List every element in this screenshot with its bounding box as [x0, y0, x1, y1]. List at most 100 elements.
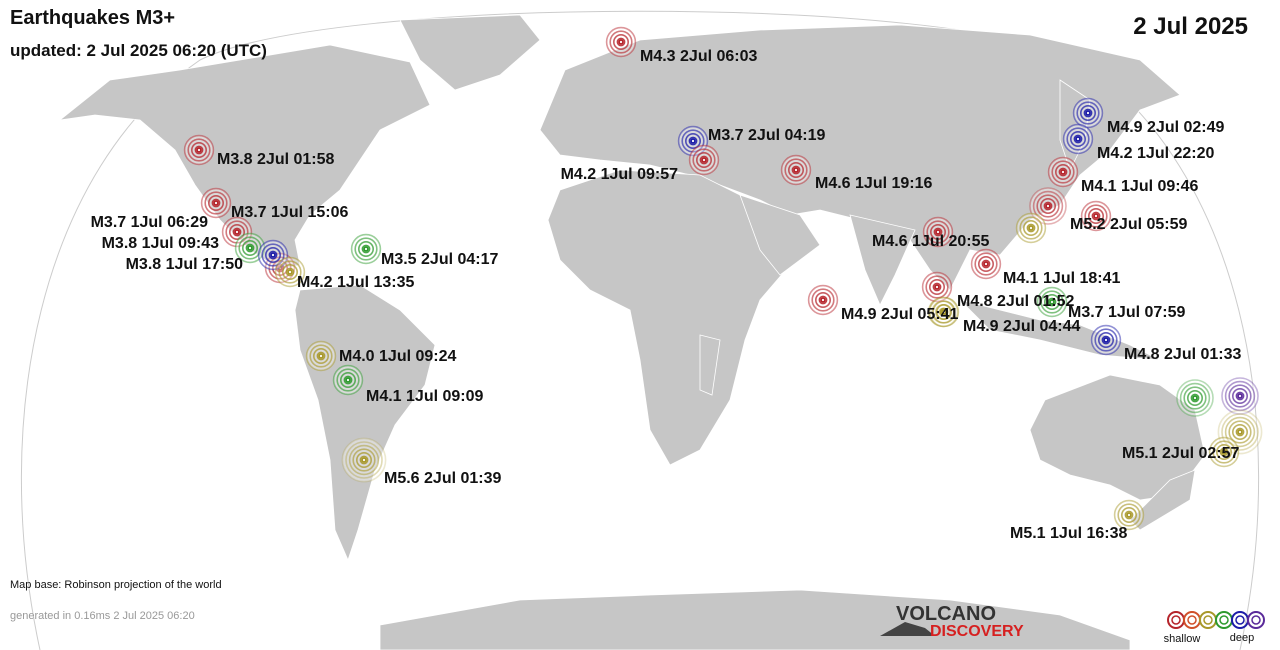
marker-ring — [229, 224, 246, 241]
quake-marker — [1029, 187, 1067, 225]
marker-ring — [245, 243, 255, 253]
marker-ring — [345, 441, 383, 479]
quake-marker — [1047, 156, 1079, 188]
marker-ring — [204, 191, 228, 215]
quake-label: M3.7 1Jul 07:59 — [1068, 304, 1186, 321]
marker-ring — [699, 155, 709, 165]
marker-ring — [684, 133, 701, 150]
marker-dot — [1061, 170, 1065, 174]
marker-ring — [1183, 386, 1207, 410]
marker-ring — [211, 198, 221, 208]
marker-ring — [612, 33, 629, 50]
marker-ring — [336, 368, 360, 392]
legend-ring — [1235, 615, 1245, 625]
marker-dot — [1238, 394, 1242, 398]
marker-ring — [981, 259, 991, 269]
marker-ring — [191, 142, 208, 159]
quake-marker — [970, 248, 1002, 280]
marker-dot — [1238, 430, 1242, 434]
marker-ring — [355, 451, 372, 468]
legend-ring — [1215, 611, 1233, 629]
legend-ring — [1187, 615, 1197, 625]
quake-label: M3.5 2Jul 04:17 — [381, 251, 499, 268]
quake-marker — [257, 239, 289, 271]
marker-ring — [1043, 201, 1053, 211]
marker-ring — [1019, 216, 1043, 240]
marker-dot — [362, 458, 366, 462]
marker-ring — [1040, 198, 1057, 215]
quake-marker — [341, 437, 387, 483]
quakes: M4.3 2Jul 06:03 M3.7 2Jul 04:19 M4.2 1Jul … — [91, 26, 1263, 542]
legend-ring — [1167, 611, 1185, 629]
marker-ring — [1101, 335, 1111, 345]
quake-marker — [688, 144, 720, 176]
marker-ring — [1228, 420, 1252, 444]
marker-ring — [1080, 105, 1097, 122]
quake-marker — [1090, 324, 1122, 356]
marker-dot — [1050, 300, 1054, 304]
marker-ring — [974, 252, 998, 276]
quake-marker — [183, 134, 215, 166]
marker-ring — [932, 300, 956, 324]
map-outline — [20, 10, 1260, 650]
marker-ring — [1047, 297, 1057, 307]
marker-dot — [794, 168, 798, 172]
marker-ring — [1044, 293, 1061, 310]
legend-ring — [1183, 611, 1201, 629]
quake-marker — [780, 154, 812, 186]
marker-ring — [1036, 194, 1060, 218]
marker-ring — [225, 220, 249, 244]
marker-ring — [1073, 134, 1083, 144]
quake-label: M4.8 2Jul 01:33 — [1124, 346, 1242, 363]
quake-marker — [807, 284, 839, 316]
marker-ring — [1076, 101, 1100, 125]
marker-dot — [235, 230, 239, 234]
marker-ring — [1084, 204, 1108, 228]
land — [58, 14, 1206, 650]
marker-ring — [681, 129, 705, 153]
quake-label: M3.8 1Jul 17:50 — [126, 256, 244, 273]
marker-ring — [1083, 108, 1093, 118]
marker-ring — [1219, 447, 1229, 457]
marker-ring — [1026, 223, 1036, 233]
marker-ring — [791, 165, 801, 175]
legend-ring — [1171, 615, 1181, 625]
marker-dot — [346, 378, 350, 382]
quake-marker — [200, 187, 232, 219]
quake-label: M3.7 1Jul 15:06 — [231, 204, 349, 221]
marker-ring — [343, 375, 353, 385]
logo-mark — [880, 622, 935, 636]
legend-ring — [1247, 611, 1265, 629]
marker-ring — [1179, 382, 1211, 414]
marker-ring — [692, 148, 716, 172]
logo: VOLCANO DISCOVERY — [880, 603, 1024, 640]
marker-dot — [984, 262, 988, 266]
quake-label: M5.1 2Jul 02:57 — [1122, 445, 1240, 462]
marker-ring — [1121, 506, 1138, 523]
marker-ring — [268, 250, 278, 260]
map-base-note: Map base: Robinson projection of the wor… — [10, 579, 222, 591]
marker-ring — [932, 282, 942, 292]
marker-dot — [1104, 338, 1108, 342]
quake-label: M4.3 2Jul 06:03 — [640, 48, 758, 65]
legend: shallow deep — [1164, 611, 1265, 645]
quake-marker — [1113, 499, 1145, 531]
quake-marker — [605, 26, 637, 58]
marker-ring — [1098, 331, 1115, 348]
marker-ring — [1224, 416, 1256, 448]
quake-label: M4.8 2Jul 01:52 — [957, 293, 1075, 310]
quake-marker — [921, 271, 953, 303]
marker-ring — [354, 237, 378, 261]
marker-dot — [702, 158, 706, 162]
marker-ring — [309, 344, 333, 368]
marker-dot — [936, 230, 940, 234]
quake-marker — [1072, 97, 1104, 129]
marker-ring — [187, 138, 211, 162]
marker-dot — [821, 298, 825, 302]
marker-dot — [1193, 396, 1197, 400]
quake-marker — [274, 256, 306, 288]
quake-label: M4.1 1Jul 09:46 — [1081, 178, 1199, 195]
marker-ring — [1212, 440, 1236, 464]
marker-dot — [619, 40, 623, 44]
marker-ring — [1124, 510, 1134, 520]
